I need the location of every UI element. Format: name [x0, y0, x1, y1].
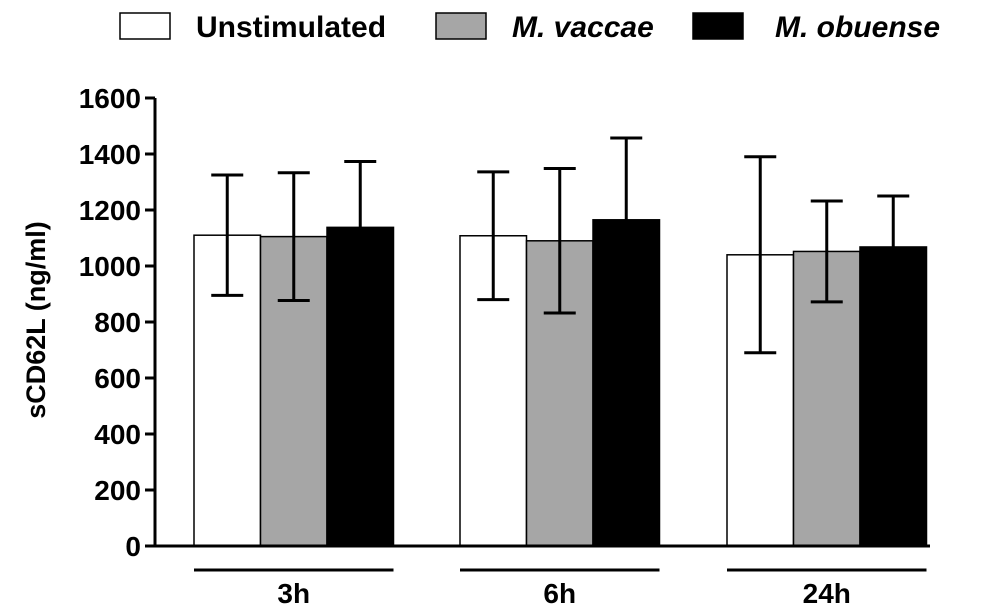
- x-tick-label: 3h: [277, 578, 310, 609]
- y-axis-label: sCD62L (ng/ml): [21, 221, 51, 419]
- bars: [193, 136, 928, 547]
- x-axis: 3h 6h 24h: [155, 544, 930, 609]
- legend-label: M. vaccae: [512, 11, 654, 44]
- legend-label: M. obuense: [775, 11, 940, 44]
- y-tick-label: 1200: [79, 195, 141, 226]
- legend-swatch: [435, 12, 487, 40]
- y-tick-label: 1400: [79, 139, 141, 170]
- y-tick-label: 400: [94, 419, 141, 450]
- legend: Unstimulated M. vaccae M. obuense: [119, 11, 940, 44]
- y-tick-label: 1600: [79, 83, 141, 114]
- y-tick-label: 200: [94, 475, 141, 506]
- legend-swatch: [119, 12, 171, 40]
- x-tick-label: 6h: [543, 578, 576, 609]
- y-tick-label: 800: [94, 307, 141, 338]
- legend-label: Unstimulated: [196, 11, 386, 44]
- y-tick-label: 0: [125, 531, 141, 562]
- legend-swatch: [692, 12, 744, 40]
- y-axis: 0 200 400 600 800 1000 1200 1400 1600: [79, 83, 157, 562]
- x-tick-label: 24h: [803, 578, 851, 609]
- y-tick-label: 1000: [79, 251, 141, 282]
- y-tick-label: 600: [94, 363, 141, 394]
